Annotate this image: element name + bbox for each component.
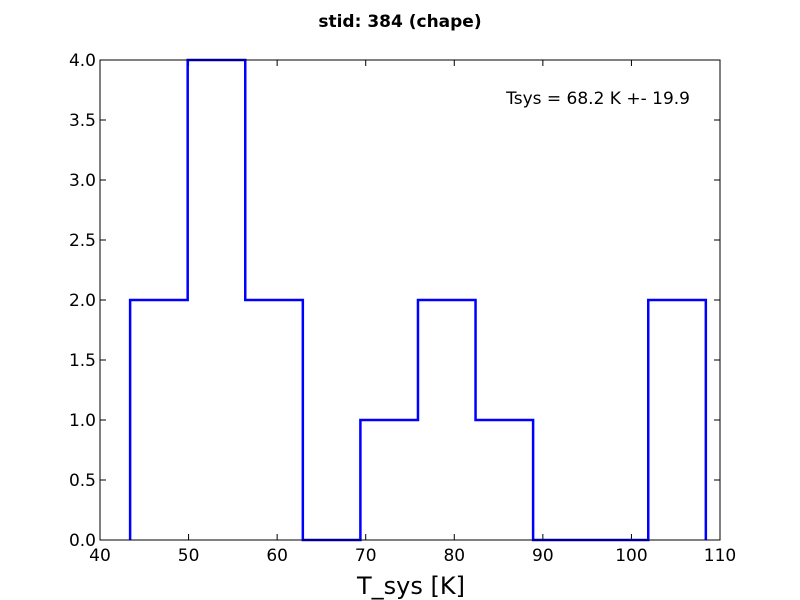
plot-frame bbox=[99, 59, 721, 541]
x-tick-label: 110 bbox=[704, 546, 736, 566]
x-axis-ticks: 40 50 60 70 80 90 100 110 bbox=[89, 60, 736, 566]
y-tick-label: 0.5 bbox=[69, 471, 96, 491]
x-tick-label: 50 bbox=[178, 546, 200, 566]
x-tick-label: 100 bbox=[615, 546, 647, 566]
y-axis-ticks: 0.0 0.5 1.0 1.5 2.0 2.5 3.0 3.5 4.0 bbox=[69, 51, 720, 551]
y-tick-label: 2.5 bbox=[69, 231, 96, 251]
chart-title: stid: 384 (chape) bbox=[318, 12, 481, 32]
y-tick-label: 0.0 bbox=[69, 531, 96, 551]
y-tick-label: 1.0 bbox=[69, 411, 96, 431]
x-tick-label: 80 bbox=[443, 546, 465, 566]
y-tick-label: 3.5 bbox=[69, 111, 96, 131]
x-tick-label: 60 bbox=[266, 546, 288, 566]
x-tick-label: 70 bbox=[355, 546, 377, 566]
x-axis-label: T_sys [K] bbox=[356, 572, 465, 600]
x-tick-label: 90 bbox=[532, 546, 554, 566]
tsys-annotation: Tsys = 68.2 K +- 19.9 bbox=[505, 89, 690, 109]
y-tick-label: 4.0 bbox=[69, 51, 96, 71]
y-tick-label: 3.0 bbox=[69, 171, 96, 191]
y-tick-label: 2.0 bbox=[69, 291, 96, 311]
plot-area bbox=[100, 60, 720, 540]
y-tick-label: 1.5 bbox=[69, 351, 96, 371]
x-tick-label: 40 bbox=[89, 546, 111, 566]
